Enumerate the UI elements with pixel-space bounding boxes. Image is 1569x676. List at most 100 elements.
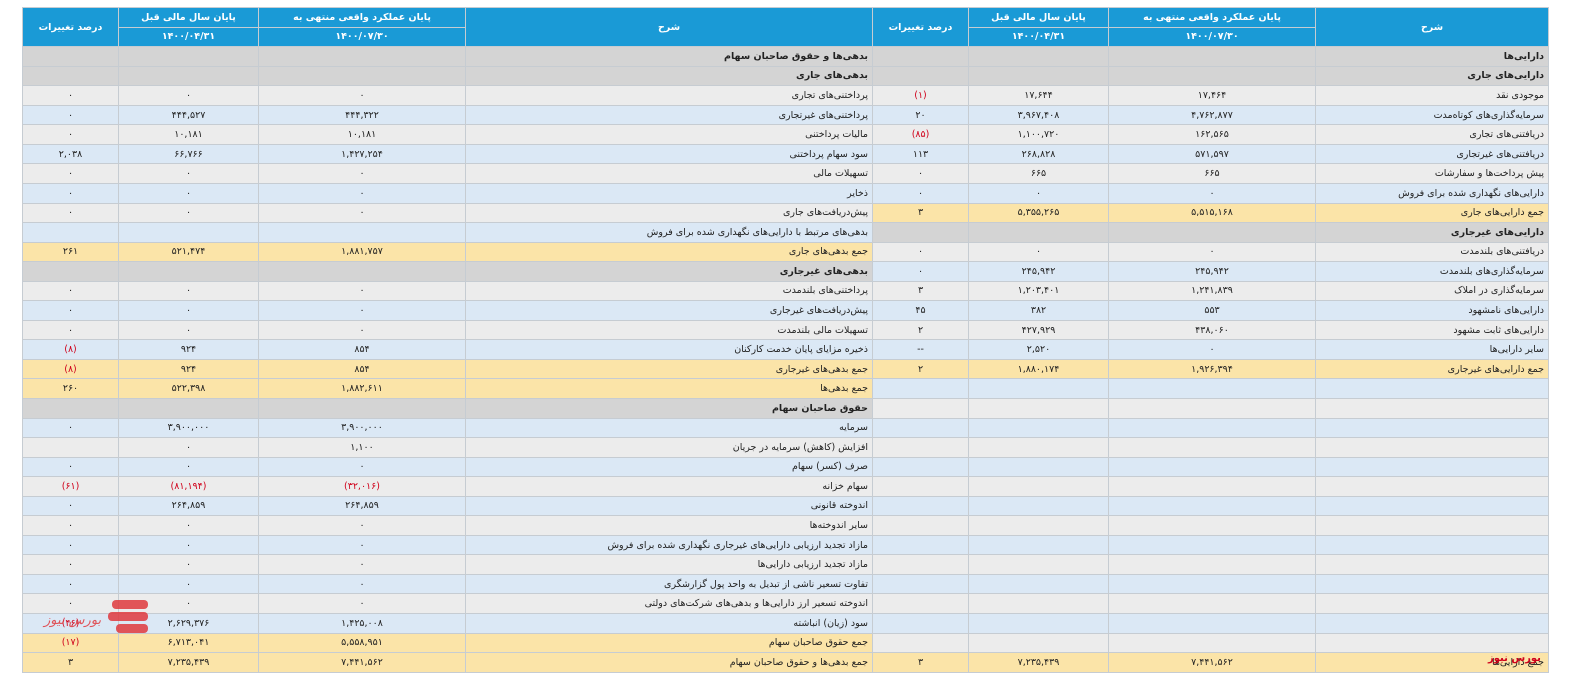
right-prev-year-cell: ۵,۳۵۵,۲۶۵	[968, 202, 1109, 224]
right-pct-change-cell: ۱۱۳	[872, 143, 969, 165]
left-pct-change-cell: ۰	[22, 104, 119, 126]
right-prev-year-cell	[968, 222, 1109, 243]
left-actual-cell: ۲۶۴,۸۵۹	[258, 495, 466, 517]
right-actual-cell	[1108, 46, 1316, 67]
right-actual-cell	[1108, 534, 1316, 556]
left-pct-change-cell: (۱۷)	[22, 632, 119, 654]
right-pct-change-cell	[872, 378, 969, 399]
right-prev-year-cell: ۷,۲۳۵,۴۳۹	[968, 652, 1109, 673]
left-actual-cell	[258, 65, 466, 87]
left-prev-year-cell: ۰	[118, 593, 259, 614]
right-prev-year-cell	[968, 573, 1109, 595]
right-pct-change-cell	[872, 476, 969, 497]
header-prev-year-left: پایان سال مالی قبل	[118, 7, 259, 28]
left-actual-cell: ۱,۴۲۵,۰۰۸	[258, 613, 466, 634]
right-item-label: سرمایه‌گذاری‌های بلندمدت	[1315, 261, 1549, 282]
left-prev-year-cell: ۱۰,۱۸۱	[118, 124, 259, 145]
table-row: ۰ ۰ ۰ پیش‌دریافت‌های غیرجاری ۴۵ ۳۸۲ ۵۵۳ دارایی‌…	[22, 300, 1549, 321]
left-prev-year-cell: ۳,۹۰۰,۰۰۰	[118, 417, 259, 439]
left-item-label: جمع بدهی‌ها	[465, 378, 873, 399]
right-prev-year-cell	[968, 476, 1109, 497]
right-pct-change-cell	[872, 437, 969, 458]
table-row: ۰ ۰ ۰ اندوخته تسعیر ارز دارایی‌ها و بدهی‌ها…	[22, 593, 1549, 614]
left-pct-change-cell: ۰	[22, 182, 119, 204]
right-item-label	[1315, 593, 1549, 614]
right-pct-change-cell	[872, 632, 969, 654]
right-actual-cell: ۶۶۵	[1108, 163, 1316, 184]
table-row: ۰ ۰ ۰ پرداختنی‌های بلندمدت ۳ ۱,۲۰۳,۴۰۱ ۱,۲۴۱,۸…	[22, 280, 1549, 302]
right-item-label: دارایی‌ها	[1315, 46, 1549, 67]
left-actual-cell: ۱,۴۲۷,۲۵۴	[258, 143, 466, 165]
left-prev-year-cell: ۰	[118, 437, 259, 458]
left-pct-change-cell: ۰	[22, 456, 119, 478]
left-pct-change-cell	[22, 222, 119, 243]
left-prev-year-cell: ۰	[118, 456, 259, 478]
left-pct-change-cell: (۸)	[22, 358, 119, 380]
right-actual-cell	[1108, 417, 1316, 439]
table-row: ۰ ۰ ۰ سایر اندوخته‌ها	[22, 515, 1549, 536]
right-item-label: دارایی‌های ثابت مشهود	[1315, 319, 1549, 341]
left-prev-year-cell	[118, 222, 259, 243]
left-prev-year-cell: ۰	[118, 515, 259, 536]
left-actual-cell: ۸۵۴	[258, 358, 466, 380]
right-prev-year-cell: ۲,۵۲۰	[968, 339, 1109, 360]
left-item-label: اندوخته تسعیر ارز دارایی‌ها و بدهی‌های ش…	[465, 593, 873, 614]
right-pct-change-cell	[872, 397, 969, 419]
right-item-label	[1315, 476, 1549, 497]
table-row: ۲۶۰ ۵۲۲,۳۹۸ ۱,۸۸۲,۶۱۱ جمع بدهی‌ها	[22, 378, 1549, 399]
right-item-label: سایر دارایی‌ها	[1315, 339, 1549, 360]
right-actual-cell: ۲۴۵,۹۴۲	[1108, 261, 1316, 282]
left-prev-year-cell: ۶,۷۱۳,۰۴۱	[118, 632, 259, 654]
table-row: ۰ ۰ ۰ تفاوت تسعیر ناشی از تبدیل به واحد پول…	[22, 573, 1549, 595]
left-prev-year-cell: ۰	[118, 554, 259, 575]
right-pct-change-cell	[872, 573, 969, 595]
left-actual-cell	[258, 261, 466, 282]
right-prev-year-cell: ۰	[968, 182, 1109, 204]
right-prev-year-cell: ۲۴۵,۹۴۲	[968, 261, 1109, 282]
right-pct-change-cell	[872, 515, 969, 536]
right-prev-year-cell: ۱,۸۸۰,۱۷۴	[968, 358, 1109, 380]
right-pct-change-cell	[872, 417, 969, 439]
left-item-label: جمع بدهی‌های جاری	[465, 241, 873, 263]
left-actual-cell: ۸۵۴	[258, 339, 466, 360]
right-actual-cell: ۵۷۱,۵۹۷	[1108, 143, 1316, 165]
left-item-label: مالیات پرداختنی	[465, 124, 873, 145]
table-row: ۰ ۳,۹۰۰,۰۰۰ ۳,۹۰۰,۰۰۰ سرمایه	[22, 417, 1549, 439]
table-row: ۰ ۱۰,۱۸۱ ۱۰,۱۸۱ مالیات پرداختنی (۸۵) ۱,۱۰۰,۷۲…	[22, 124, 1549, 145]
right-pct-change-cell: --	[872, 339, 969, 360]
right-pct-change-cell: ۳	[872, 652, 969, 673]
left-item-label: تفاوت تسعیر ناشی از تبدیل به واحد پول گز…	[465, 573, 873, 595]
balance-sheet: درصد تغییرات پایان سال مالی قبل پایان عم…	[22, 6, 1549, 673]
left-pct-change-cell	[22, 437, 119, 458]
right-actual-cell: ۰	[1108, 241, 1316, 263]
left-item-label: تسهیلات مالی بلندمدت	[465, 319, 873, 341]
left-prev-year-cell: ۲۶۴,۸۵۹	[118, 495, 259, 517]
right-prev-year-cell	[968, 554, 1109, 575]
right-prev-year-cell	[968, 495, 1109, 517]
left-pct-change-cell: ۰	[22, 280, 119, 302]
right-actual-cell	[1108, 613, 1316, 634]
right-prev-year-cell	[968, 456, 1109, 478]
left-pct-change-cell	[22, 397, 119, 419]
header-date-actual-left: ۱۴۰۰/۰۷/۳۰	[258, 26, 466, 48]
right-pct-change-cell	[872, 495, 969, 517]
header-sharh-right: شرح	[1315, 6, 1549, 48]
right-pct-change-cell: ۰	[872, 182, 969, 204]
right-item-label: سرمایه‌گذاری در املاک	[1315, 280, 1549, 302]
left-pct-change-cell: ۰	[22, 300, 119, 321]
table-row: (۱۷) ۶,۷۱۳,۰۴۱ ۵,۵۵۸,۹۵۱ جمع حقوق صاحبان سه…	[22, 632, 1549, 654]
left-item-label: پرداختنی‌های غیرتجاری	[465, 104, 873, 126]
right-actual-cell: ۱,۲۴۱,۸۳۹	[1108, 280, 1316, 302]
left-prev-year-cell: ۰	[118, 202, 259, 224]
right-prev-year-cell: ۱۷,۶۴۴	[968, 85, 1109, 106]
left-actual-cell: ۵,۵۵۸,۹۵۱	[258, 632, 466, 654]
table-row: ۰ ۲۶۴,۸۵۹ ۲۶۴,۸۵۹ اندوخته قانونی	[22, 495, 1549, 517]
left-actual-cell: ۰	[258, 593, 466, 614]
right-item-label	[1315, 495, 1549, 517]
right-item-label: دارایی‌های غیرجاری	[1315, 222, 1549, 243]
right-item-label: سرمایه‌گذاری‌های کوتاه‌مدت	[1315, 104, 1549, 126]
left-actual-cell: ۰	[258, 456, 466, 478]
left-prev-year-cell: ۰	[118, 163, 259, 184]
left-prev-year-cell: ۴۴۴,۵۲۷	[118, 104, 259, 126]
left-item-label: سایر اندوخته‌ها	[465, 515, 873, 536]
